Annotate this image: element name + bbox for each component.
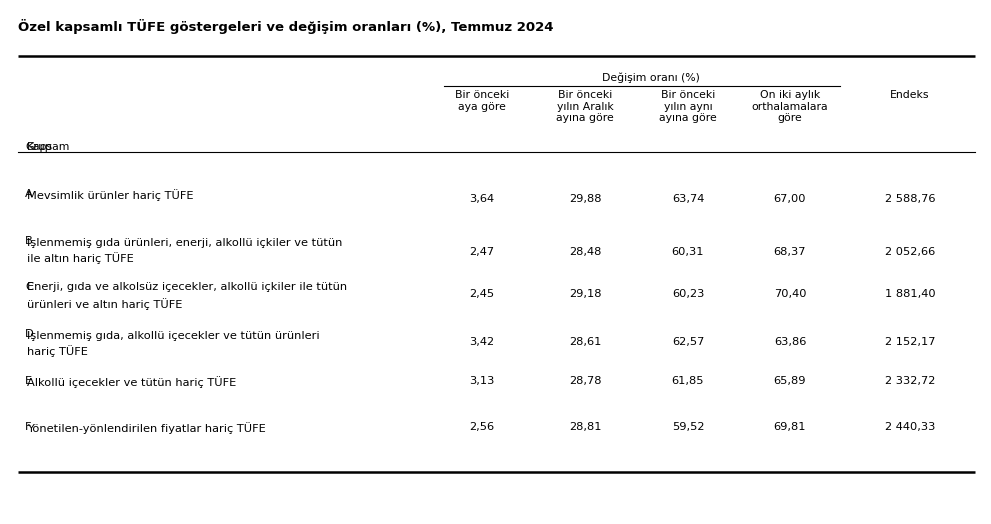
- Text: 2 440,33: 2 440,33: [885, 422, 936, 432]
- Text: D: D: [25, 329, 34, 339]
- Text: Alkollü içecekler ve tütün hariç TÜFE: Alkollü içecekler ve tütün hariç TÜFE: [27, 376, 236, 388]
- Text: 63,86: 63,86: [774, 337, 807, 347]
- Text: İşlenmemiş gıda ürünleri, enerji, alkollü içkiler ve tütün: İşlenmemiş gıda ürünleri, enerji, alkoll…: [27, 236, 342, 248]
- Text: 1 881,40: 1 881,40: [885, 289, 936, 299]
- Text: 28,61: 28,61: [569, 337, 602, 347]
- Text: 61,85: 61,85: [672, 376, 705, 386]
- Text: Bir önceki
yılın Aralık
ayına göre: Bir önceki yılın Aralık ayına göre: [556, 90, 613, 123]
- Text: 69,81: 69,81: [774, 422, 807, 432]
- Text: On iki aylık
orthalamalara
göre: On iki aylık orthalamalara göre: [752, 90, 828, 123]
- Text: 2 588,76: 2 588,76: [885, 194, 936, 204]
- Text: 28,81: 28,81: [569, 422, 602, 432]
- Text: Değişim oranı (%): Değişim oranı (%): [603, 72, 700, 82]
- Text: 2 052,66: 2 052,66: [885, 247, 936, 257]
- Text: C: C: [25, 282, 33, 292]
- Text: ile altın hariç TÜFE: ile altın hariç TÜFE: [27, 253, 134, 265]
- Text: B: B: [25, 236, 33, 246]
- Text: 3,42: 3,42: [470, 337, 495, 347]
- Text: 2 332,72: 2 332,72: [885, 376, 936, 386]
- Text: İşlenmemiş gıda, alkollü içecekler ve tütün ürünleri: İşlenmemiş gıda, alkollü içecekler ve tü…: [27, 329, 320, 341]
- Text: E: E: [25, 376, 32, 386]
- Text: 28,48: 28,48: [569, 247, 602, 257]
- Text: Yönetilen-yönlendirilen fiyatlar hariç TÜFE: Yönetilen-yönlendirilen fiyatlar hariç T…: [27, 422, 266, 434]
- Text: 67,00: 67,00: [774, 194, 807, 204]
- Text: 59,52: 59,52: [672, 422, 705, 432]
- Text: Kapsam: Kapsam: [27, 142, 70, 152]
- Text: 63,74: 63,74: [672, 194, 705, 204]
- Text: 65,89: 65,89: [774, 376, 807, 386]
- Text: Bir önceki
yılın aynı
ayına göre: Bir önceki yılın aynı ayına göre: [659, 90, 716, 123]
- Text: 29,88: 29,88: [569, 194, 602, 204]
- Text: 62,57: 62,57: [672, 337, 705, 347]
- Text: 60,23: 60,23: [672, 289, 705, 299]
- Text: Bir önceki
aya göre: Bir önceki aya göre: [455, 90, 509, 112]
- Text: 60,31: 60,31: [672, 247, 705, 257]
- Text: Grup: Grup: [25, 142, 52, 152]
- Text: Enerji, gıda ve alkolsüz içecekler, alkollü içkiler ile tütün: Enerji, gıda ve alkolsüz içecekler, alko…: [27, 282, 347, 292]
- Text: 70,40: 70,40: [774, 289, 807, 299]
- Text: Özel kapsamlı TÜFE göstergeleri ve değişim oranları (%), Temmuz 2024: Özel kapsamlı TÜFE göstergeleri ve değiş…: [18, 19, 554, 34]
- Text: 28,78: 28,78: [569, 376, 602, 386]
- Text: 3,64: 3,64: [470, 194, 495, 204]
- Text: ürünleri ve altın hariç TÜFE: ürünleri ve altın hariç TÜFE: [27, 299, 182, 310]
- Text: hariç TÜFE: hariç TÜFE: [27, 345, 88, 357]
- Text: 2,56: 2,56: [470, 422, 495, 432]
- Text: 3,13: 3,13: [470, 376, 495, 386]
- Text: 2,47: 2,47: [470, 247, 495, 257]
- Text: F: F: [25, 422, 32, 432]
- Text: Mevsimlik ürünler hariç TÜFE: Mevsimlik ürünler hariç TÜFE: [27, 189, 193, 201]
- Text: 2,45: 2,45: [470, 289, 495, 299]
- Text: 2 152,17: 2 152,17: [885, 337, 936, 347]
- Text: 29,18: 29,18: [569, 289, 602, 299]
- Text: A: A: [25, 189, 33, 199]
- Text: Endeks: Endeks: [890, 90, 930, 100]
- Text: 68,37: 68,37: [774, 247, 807, 257]
